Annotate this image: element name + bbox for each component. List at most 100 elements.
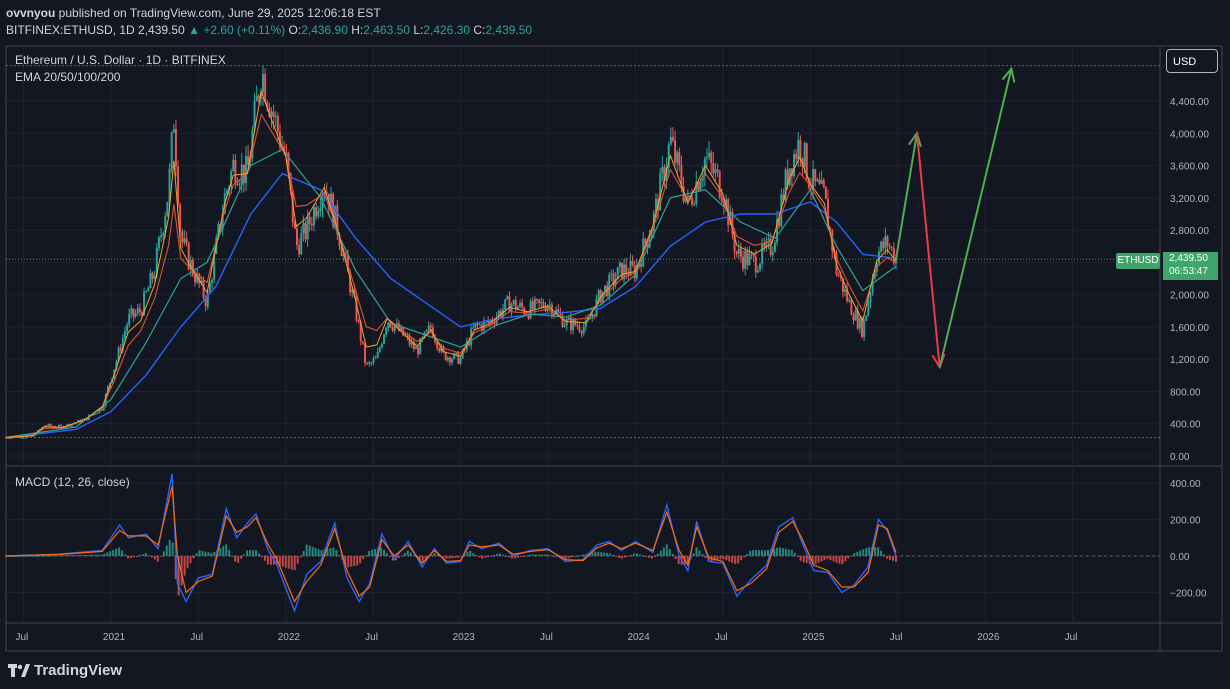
candle-body <box>266 101 269 108</box>
candle-body <box>179 204 182 231</box>
macd-histogram-bar <box>844 556 847 562</box>
macd-histogram-bar <box>859 550 862 556</box>
macd-histogram-bar <box>850 555 853 557</box>
macd-histogram-bar <box>653 556 656 557</box>
macd-histogram-bar <box>832 556 835 562</box>
candle-body <box>746 251 749 266</box>
logo-text: TradingView <box>34 662 123 679</box>
macd-histogram-bar <box>201 551 204 556</box>
macd-histogram-bar <box>153 556 156 560</box>
tradingview-logo[interactable]: TradingView <box>8 662 122 679</box>
candle-body <box>427 325 430 331</box>
projection-arrow-up-2[interactable] <box>938 68 1013 368</box>
macd-histogram-bar <box>725 556 728 561</box>
macd-line <box>5 473 897 613</box>
candle-body <box>814 169 817 182</box>
macd-histogram-bar <box>189 556 192 564</box>
macd-histogram-bar <box>889 556 892 560</box>
candle-body <box>391 327 394 331</box>
candle-body <box>225 190 228 194</box>
macd-histogram-bar <box>674 556 677 559</box>
macd-histogram-bar <box>263 556 266 561</box>
candle-body <box>521 302 524 308</box>
candle-body <box>567 317 570 320</box>
candle-body <box>198 273 201 283</box>
macd-histogram-bar <box>130 556 133 559</box>
candle-body <box>763 243 766 248</box>
candle-body <box>533 299 536 310</box>
ema-20-line <box>5 89 897 438</box>
macd-histogram-bar <box>103 553 106 556</box>
candle-body <box>846 289 849 302</box>
candle-body <box>302 222 305 234</box>
macd-histogram-bar <box>362 556 365 560</box>
candle-body <box>478 324 481 326</box>
candle-body <box>24 437 27 439</box>
candle-body <box>697 181 700 190</box>
author-name[interactable]: ovvnyou <box>6 6 56 20</box>
candle-body <box>667 144 670 168</box>
macd-histogram-bar <box>764 550 767 556</box>
currency-button[interactable]: USD <box>1166 49 1218 73</box>
candle-body <box>504 299 507 310</box>
macd-histogram-bar <box>793 552 796 556</box>
price-tag-countdown: 06:53:47 <box>1169 266 1208 277</box>
up-triangle-icon: ▲ <box>188 23 200 37</box>
macd-histogram-bar <box>778 547 781 556</box>
macd-signal-line <box>5 486 897 603</box>
macd-histogram-bar <box>246 550 249 556</box>
macd-histogram-bar <box>668 549 671 556</box>
candle-body <box>287 152 290 174</box>
macd-histogram-bar <box>25 555 28 557</box>
macd-histogram-bar <box>397 556 400 558</box>
macd-histogram-bar <box>174 556 177 580</box>
candle-body <box>733 234 736 252</box>
price-tick-label: 2,800.00 <box>1170 226 1209 237</box>
macd-histogram-bar <box>534 554 537 556</box>
publish-date: published on TradingView.com, June 29, 2… <box>55 6 381 20</box>
macd-histogram-bar <box>772 548 775 556</box>
macd-histogram-bar <box>344 556 347 565</box>
candle-body <box>620 262 623 280</box>
macd-histogram-bar <box>722 556 725 560</box>
macd-histogram-bar <box>106 552 109 556</box>
candle-body <box>489 320 492 323</box>
candle-body <box>612 273 615 285</box>
candle-body <box>714 169 717 174</box>
candle-body <box>51 425 54 427</box>
macd-histogram-bar <box>28 555 31 557</box>
projection-arrow-down[interactable] <box>915 133 941 368</box>
candle-body <box>455 352 458 354</box>
projection-arrow-up-1[interactable] <box>894 133 918 260</box>
candle-body <box>536 299 539 301</box>
macd-histogram-bar <box>430 555 433 557</box>
macd-histogram-bar <box>186 556 189 569</box>
candle-body <box>880 241 883 252</box>
candle-body <box>482 320 485 331</box>
candle-body <box>735 251 738 254</box>
macd-histogram-bar <box>231 555 234 557</box>
candle-body <box>776 219 779 243</box>
candle-body <box>860 318 863 337</box>
macd-histogram-bar <box>549 555 552 557</box>
candle-body <box>64 426 67 429</box>
candle-body <box>778 219 781 227</box>
projection-arrow-up-2-head <box>1001 66 1016 83</box>
candle-body <box>204 297 207 307</box>
candle-body <box>474 322 477 328</box>
price-tag-price: 2,439.50 <box>1169 253 1208 264</box>
macd-histogram-bar <box>243 554 246 556</box>
candle-body <box>338 234 341 246</box>
macd-histogram-bar <box>79 554 82 556</box>
macd-histogram-bar <box>490 555 493 557</box>
macd-histogram-bar <box>817 556 820 563</box>
candle-body <box>572 319 575 331</box>
macd-histogram-bar <box>481 556 484 559</box>
close-label: C: <box>473 23 486 37</box>
candle-body <box>841 278 844 292</box>
candle-body <box>189 260 192 270</box>
macd-histogram-bar <box>728 556 731 562</box>
candle-body <box>45 425 48 427</box>
candle-body <box>816 179 819 182</box>
